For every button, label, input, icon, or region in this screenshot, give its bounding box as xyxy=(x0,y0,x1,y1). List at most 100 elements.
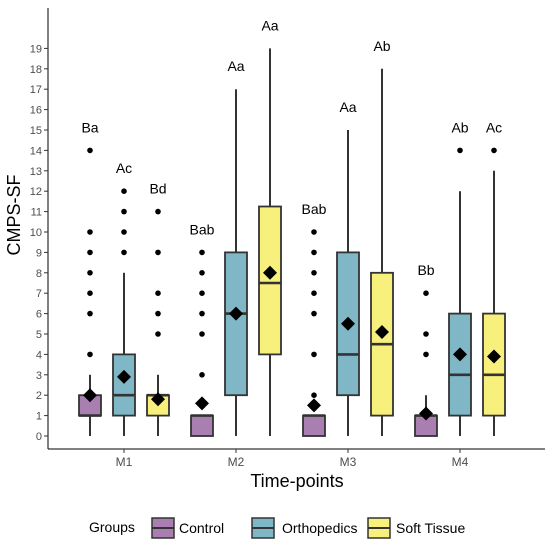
box xyxy=(258,205,282,356)
outlier-point xyxy=(121,208,127,215)
outlier-point xyxy=(87,290,93,297)
y-axis-title: CMPS-SF xyxy=(4,174,24,255)
box xyxy=(190,414,214,437)
outlier-point xyxy=(155,208,161,215)
significance-label: Bd xyxy=(149,181,166,197)
outlier-point xyxy=(87,310,93,317)
significance-label: Bab xyxy=(190,221,215,237)
significance-label: Aa xyxy=(339,99,356,115)
series-soft-tissue: Bd Aa Ab Ac xyxy=(146,17,506,436)
outlier-point xyxy=(311,392,317,399)
mean-marker xyxy=(341,316,355,331)
y-tick-label: 4 xyxy=(36,349,42,361)
y-tick-label: 15 xyxy=(30,125,42,137)
y-tick-label: 3 xyxy=(36,370,42,382)
outlier-point xyxy=(121,229,127,235)
y-tick-label: 19 xyxy=(30,43,42,55)
outlier-point xyxy=(87,147,93,154)
outlier-point xyxy=(491,147,497,154)
box xyxy=(482,312,506,417)
legend-key-orthopedics: Orthopedics xyxy=(251,517,357,539)
outlier-point xyxy=(155,310,161,317)
x-tick-label: M4 xyxy=(452,455,469,469)
y-tick-label: 7 xyxy=(36,288,42,300)
outlier-point xyxy=(121,249,127,256)
outlier-point xyxy=(311,270,317,276)
y-tick-label: 13 xyxy=(30,166,42,178)
outlier-point xyxy=(199,270,205,276)
significance-label: Ac xyxy=(486,119,502,135)
x-tick-label: M1 xyxy=(116,455,133,469)
significance-label: Aa xyxy=(261,17,278,33)
outlier-point xyxy=(423,351,429,358)
outlier-point xyxy=(121,188,127,194)
outlier-point xyxy=(199,310,205,317)
y-tick-label: 1 xyxy=(36,411,42,423)
y-tick-label: 8 xyxy=(36,268,42,280)
mean-marker xyxy=(83,388,97,403)
legend: Groups Control Orthopedics Soft Tissue xyxy=(89,517,465,539)
outlier-point xyxy=(155,331,161,337)
outlier-point xyxy=(87,229,93,235)
mean-marker xyxy=(195,396,209,411)
mean-marker xyxy=(229,306,243,321)
outlier-point xyxy=(311,229,317,235)
y-tick-label: 18 xyxy=(30,64,42,76)
plot-marks: Ba Bab Bab Bb Ac Aa Aa Ab Bd Aa Ab Ac xyxy=(78,17,506,437)
mean-marker xyxy=(307,398,321,413)
outlier-point xyxy=(457,147,463,154)
y-tick-label: 2 xyxy=(36,390,42,402)
y-tick-label: 0 xyxy=(36,431,42,443)
box xyxy=(448,312,472,417)
box xyxy=(112,353,136,417)
outlier-point xyxy=(199,372,205,378)
series-orthopedics: Ac Aa Aa Ab xyxy=(112,58,472,436)
legend-label: Soft Tissue xyxy=(396,520,465,536)
outlier-point xyxy=(87,270,93,276)
mean-marker xyxy=(453,347,467,362)
y-tick-label: 12 xyxy=(30,186,42,198)
y-tick-label: 14 xyxy=(30,145,42,157)
y-tick-label: 9 xyxy=(36,247,42,259)
y-tick-label: 6 xyxy=(36,309,42,321)
y-tick-label: 11 xyxy=(31,207,42,219)
outlier-point xyxy=(311,249,317,256)
significance-label: Bb xyxy=(417,262,434,278)
outlier-point xyxy=(311,351,317,358)
legend-label: Control xyxy=(179,520,224,536)
mean-marker xyxy=(419,406,433,421)
outlier-point xyxy=(87,249,93,256)
legend-title: Groups xyxy=(89,519,135,535)
outlier-point xyxy=(155,290,161,297)
mean-marker xyxy=(375,324,389,339)
outlier-point xyxy=(199,290,205,297)
significance-label: Aa xyxy=(227,58,244,74)
outlier-point xyxy=(199,331,205,337)
x-axis: M1 M2 M3 M4 xyxy=(48,448,545,469)
significance-label: Ab xyxy=(451,119,468,135)
significance-label: Bab xyxy=(302,201,327,217)
outlier-point xyxy=(423,290,429,297)
significance-label: Ac xyxy=(116,160,132,176)
mean-marker xyxy=(117,369,131,384)
significance-label: Ba xyxy=(81,119,98,135)
x-tick-label: M3 xyxy=(340,455,357,469)
outlier-point xyxy=(199,249,205,256)
outlier-point xyxy=(311,310,317,317)
legend-key-soft-tissue: Soft Tissue xyxy=(367,517,465,539)
outlier-point xyxy=(155,249,161,256)
outlier-point xyxy=(423,331,429,337)
outlier-point xyxy=(311,290,317,297)
mean-marker xyxy=(151,392,165,407)
mean-marker xyxy=(263,265,277,280)
legend-label: Orthopedics xyxy=(282,520,357,536)
x-tick-label: M2 xyxy=(228,455,245,469)
series-control: Ba Bab Bab Bb xyxy=(78,119,438,437)
y-tick-label: 10 xyxy=(30,227,42,239)
y-tick-label: 16 xyxy=(30,105,42,117)
legend-key-control: Control xyxy=(151,517,224,539)
outlier-point xyxy=(87,351,93,358)
x-axis-title: Time-points xyxy=(250,471,343,491)
